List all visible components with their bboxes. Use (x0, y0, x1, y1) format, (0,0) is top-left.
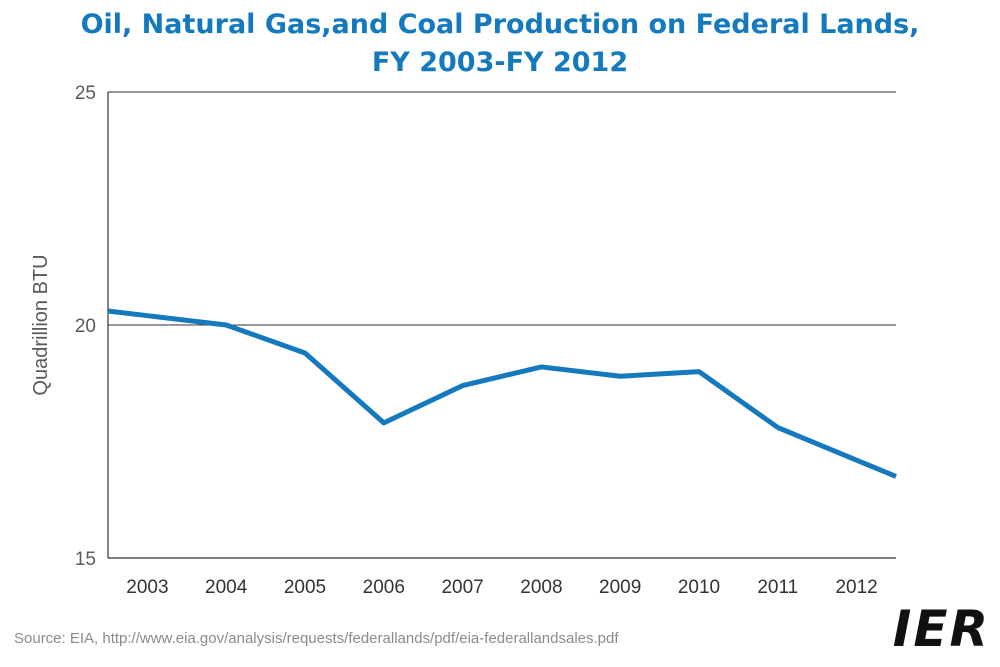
axes (107, 92, 896, 559)
y-axis-label: Quadrillion BTU (30, 254, 52, 395)
x-tick-label-2012: 2012 (835, 577, 877, 598)
x-tick-label-2008: 2008 (520, 577, 562, 598)
x-tick-label-2006: 2006 (363, 577, 405, 598)
series-line-0 (107, 308, 897, 479)
x-tick-label-2009: 2009 (599, 577, 641, 598)
y-tick-label-15: 15 (75, 549, 96, 570)
source-note: Source: EIA, http://www.eia.gov/analysis… (14, 630, 619, 647)
x-tick-label-2011: 2011 (757, 577, 798, 598)
chart-title: Oil, Natural Gas,and Coal Production on … (0, 6, 1000, 82)
y-tick-labels: 15 20 25 (75, 83, 96, 570)
x-tick-labels: 2003 2004 2005 2006 2007 2008 2009 2010 2011 2012 (126, 577, 877, 598)
ier-logo: IER (892, 600, 990, 658)
x-tick-label-2007: 2007 (441, 577, 483, 598)
x-tick-label-2010: 2010 (678, 577, 720, 598)
series-group (107, 308, 897, 479)
y-tick-label-20: 20 (75, 316, 96, 337)
chart-title-line-1: Oil, Natural Gas,and Coal Production on … (80, 9, 920, 40)
x-tick-label-2004: 2004 (205, 577, 248, 598)
chart-title-line-2: FY 2003-FY 2012 (371, 47, 629, 78)
x-tick-label-2005: 2005 (284, 577, 326, 598)
gridlines (108, 91, 896, 326)
x-tick-label-2003: 2003 (126, 577, 168, 598)
y-tick-label-25: 25 (75, 83, 96, 104)
